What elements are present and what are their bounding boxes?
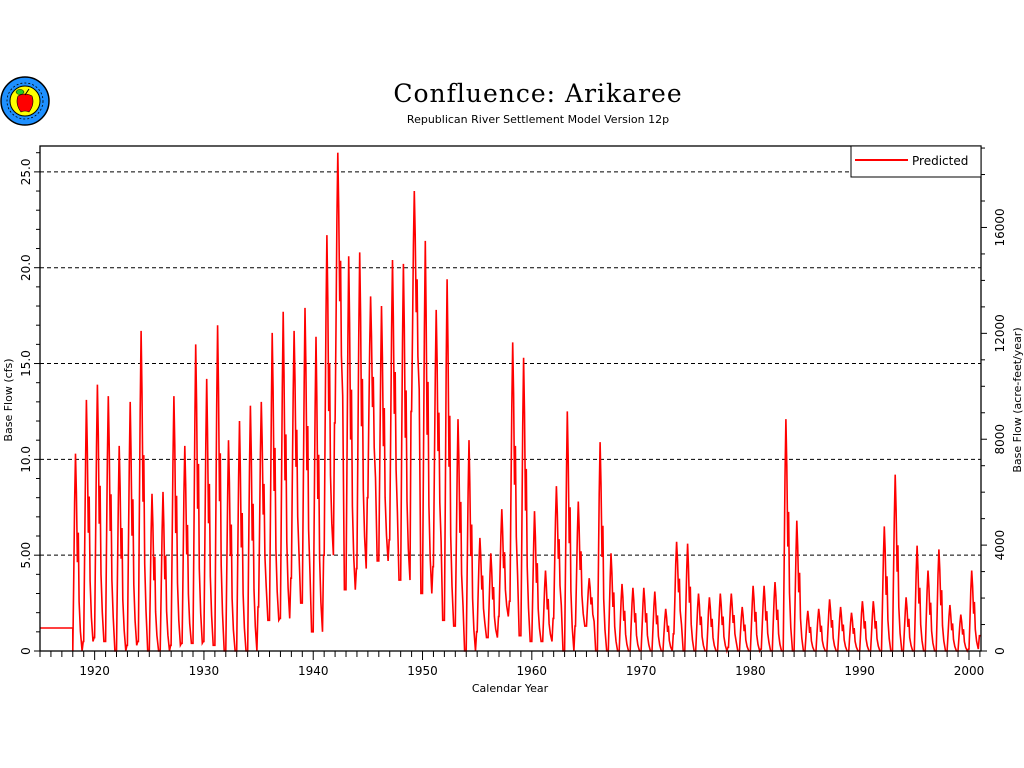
y-tick-label: 15.0 bbox=[19, 350, 33, 377]
x-tick-label: 1980 bbox=[735, 664, 766, 678]
y-tick-label: 0 bbox=[19, 647, 33, 655]
legend: Predicted bbox=[850, 145, 982, 178]
y-tick-label: 5.00 bbox=[19, 542, 33, 569]
x-tick-label: 1960 bbox=[517, 664, 548, 678]
x-tick-label: 1950 bbox=[407, 664, 438, 678]
y2-axis-label: Base Flow (acre-feet/year) bbox=[1011, 327, 1024, 472]
x-tick-label: 1940 bbox=[298, 664, 329, 678]
x-tick-label: 1990 bbox=[844, 664, 875, 678]
y2-tick-label: 16000 bbox=[993, 208, 1007, 246]
series-line-predicted bbox=[40, 152, 981, 654]
y2-tick-label: 4000 bbox=[993, 530, 1007, 561]
x-tick-label: 2000 bbox=[954, 664, 985, 678]
plot-frame bbox=[39, 145, 982, 652]
legend-label-predicted: Predicted bbox=[912, 154, 968, 168]
y-tick-label: 25.0 bbox=[19, 159, 33, 186]
logo bbox=[0, 76, 50, 126]
y-tick-label: 10.0 bbox=[19, 446, 33, 473]
x-tick-label: 1920 bbox=[79, 664, 110, 678]
y2-tick-label: 8000 bbox=[993, 424, 1007, 455]
y-axis-label: Base Flow (cfs) bbox=[2, 358, 15, 441]
chart-title: Confluence: Arikaree bbox=[393, 79, 682, 108]
x-axis-label: Calendar Year bbox=[472, 682, 549, 695]
x-tick-label: 1970 bbox=[626, 664, 657, 678]
x-tick-label: 1930 bbox=[189, 664, 220, 678]
y2-tick-label: 12000 bbox=[993, 314, 1007, 352]
y-tick-label: 20.0 bbox=[19, 254, 33, 281]
y2-tick-label: 0 bbox=[993, 647, 1007, 655]
chart-subtitle: Republican River Settlement Model Versio… bbox=[407, 113, 669, 126]
